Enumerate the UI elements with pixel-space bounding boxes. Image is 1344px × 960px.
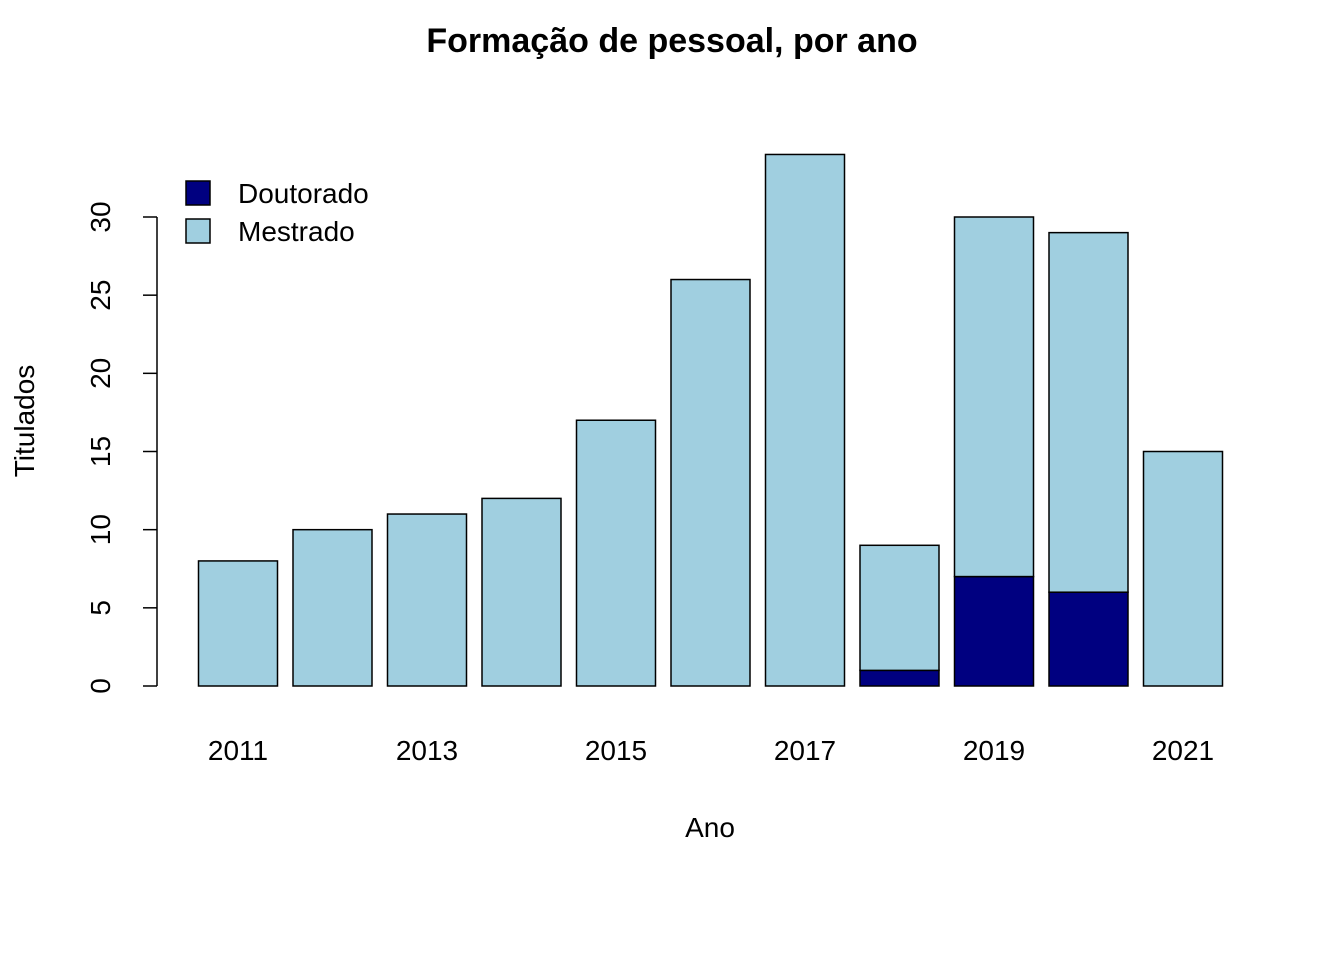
- y-tick-label: 15: [85, 436, 116, 467]
- bar-doutorado-2019: [953, 575, 1035, 687]
- x-axis-label: Ano: [685, 812, 735, 843]
- y-tick-label: 5: [85, 600, 116, 616]
- bar-mestrado-2015: [575, 419, 657, 687]
- bars-group: [197, 153, 1224, 687]
- bar-mestrado-2018: [859, 544, 940, 672]
- bar-mestrado-2014: [481, 497, 562, 687]
- chart-title: Formação de pessoal, por ano: [426, 22, 917, 60]
- bar-mestrado-2016: [670, 278, 751, 687]
- bar-mestrado-2012: [292, 528, 373, 687]
- x-tick-label: 2013: [396, 735, 458, 766]
- x-tick-label: 2019: [963, 735, 1025, 766]
- bar-doutorado-2018: [859, 669, 940, 687]
- y-tick-label: 25: [85, 280, 116, 311]
- legend-swatch-mestrado: [185, 218, 211, 244]
- bar-mestrado-2021: [1142, 450, 1224, 687]
- bar-mestrado-2011: [197, 560, 279, 687]
- legend-label-mestrado: Mestrado: [238, 216, 355, 247]
- y-axis: 0 5 10 15 20 25 30: [85, 201, 158, 694]
- y-tick-label: 30: [85, 201, 116, 232]
- bar-mestrado-2020: [1048, 231, 1129, 593]
- bar-mestrado-2017: [764, 153, 846, 687]
- legend: Doutorado Mestrado: [185, 178, 369, 247]
- y-axis-label: Titulados: [9, 365, 40, 478]
- bar-mestrado-2013: [386, 513, 468, 687]
- legend-label-doutorado: Doutorado: [238, 178, 369, 209]
- y-tick-label: 0: [85, 678, 116, 694]
- legend-swatch-doutorado: [185, 180, 211, 206]
- bar-mestrado-2019: [953, 216, 1035, 578]
- x-tick-label: 2011: [208, 735, 268, 766]
- x-tick-label: 2021: [1152, 735, 1214, 766]
- x-tick-label: 2015: [585, 735, 647, 766]
- y-tick-label: 20: [85, 358, 116, 389]
- x-tick-label: 2017: [774, 735, 836, 766]
- x-axis: 2011 2013 2015 2017 2019 2021: [208, 735, 1214, 766]
- y-tick-label: 10: [85, 514, 116, 545]
- bar-doutorado-2020: [1048, 591, 1129, 687]
